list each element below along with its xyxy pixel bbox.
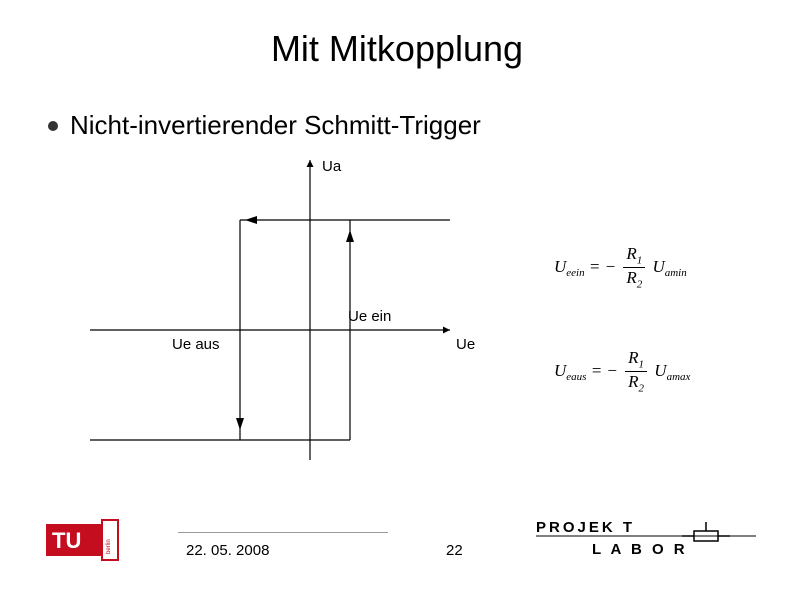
bullet-icon — [48, 121, 58, 131]
tu-berlin-logo: TU berlin — [46, 518, 120, 567]
projekt-labor-logo: PROJEK T L A B O R — [536, 514, 756, 563]
formula-aus: Ueaus = − R1R2 Uamax — [554, 349, 764, 395]
diagram-svg — [90, 160, 490, 480]
svg-text:L A B O R: L A B O R — [592, 541, 688, 558]
svg-text:PROJEK T: PROJEK T — [536, 519, 635, 536]
footer: TU berlin 22. 05. 2008 22 PROJEK T L A B… — [0, 507, 794, 567]
label-ue: Ue — [456, 336, 475, 353]
page-title: Mit Mitkopplung — [0, 28, 794, 70]
formula-ein: Ueein = − R1R2 Uamin — [554, 245, 764, 291]
label-ua: Ua — [322, 158, 341, 175]
formulas: Ueein = − R1R2 Uamin Ueaus = − R1R2 Uama… — [554, 245, 764, 453]
subtitle: Nicht-invertierender Schmitt-Trigger — [70, 110, 481, 141]
hysteresis-diagram: Ua Ue ein Ue aus Ue — [90, 160, 490, 480]
footer-divider — [178, 532, 388, 533]
label-ue-ein: Ue ein — [348, 308, 391, 325]
svg-text:TU: TU — [52, 528, 81, 553]
subtitle-row: Nicht-invertierender Schmitt-Trigger — [48, 110, 481, 141]
svg-text:berlin: berlin — [106, 539, 112, 554]
label-ue-aus: Ue aus — [172, 336, 220, 353]
page-number: 22 — [446, 542, 463, 559]
footer-date: 22. 05. 2008 — [186, 542, 269, 559]
